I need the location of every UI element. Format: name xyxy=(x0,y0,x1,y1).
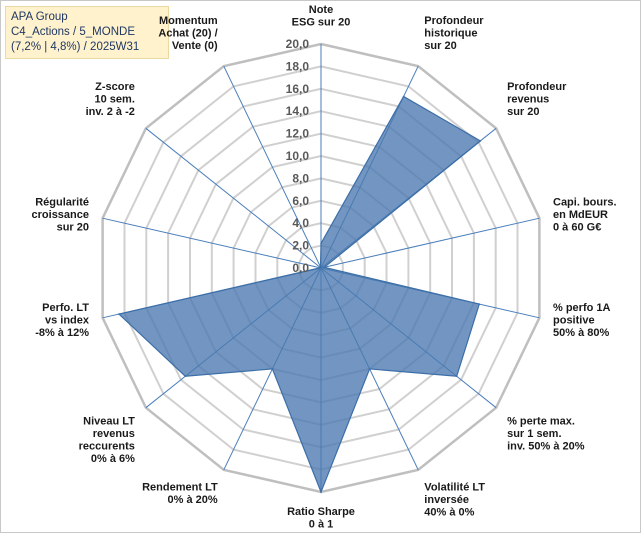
axis-label: % perte max. sur 1 sem. inv. 50% à 20% xyxy=(507,415,585,452)
tick-label: 6,0 xyxy=(292,194,309,208)
axis-spoke xyxy=(145,127,322,269)
security-info-box: APA Group C4_Actions / 5_MONDE (7,2% | 4… xyxy=(5,6,169,59)
tick-label: 4,0 xyxy=(292,216,309,230)
series-point xyxy=(320,491,322,493)
radar-series xyxy=(117,95,482,494)
tick-label: 10,0 xyxy=(286,149,310,163)
axis-spoke xyxy=(223,65,322,269)
security-period: (7,2% | 4,8%) / 2025W31 xyxy=(11,41,140,53)
radar-axis-labels: Note ESG sur 20 Profondeur historique sur 20… xyxy=(32,4,617,531)
series-point xyxy=(320,242,322,245)
series-point xyxy=(271,368,274,370)
axis-label: Rendement LT 0% à 20% xyxy=(142,481,218,506)
tick-label: 18,0 xyxy=(286,59,310,73)
tick-label: 0,0 xyxy=(292,261,309,275)
security-category: C4_Actions / 5_MONDE xyxy=(11,26,135,38)
axis-spoke xyxy=(102,217,322,269)
axis-label: Profondeur historique sur 20 xyxy=(424,15,484,52)
series-point xyxy=(478,303,481,305)
series-point xyxy=(118,313,120,315)
axis-label: Ratio Sharpe 0 à 1 xyxy=(287,506,355,531)
axis-label: Niveau LT revenus reccurents 0% à 6% xyxy=(79,415,136,465)
axis-label: Volatilité LT inversée 40% à 0% xyxy=(424,481,485,518)
axis-label: Note ESG sur 20 xyxy=(292,4,351,29)
security-name: APA Group xyxy=(11,11,68,23)
tick-label: 8,0 xyxy=(292,171,309,185)
axis-label: Régularité croissance sur 20 xyxy=(32,196,89,233)
tick-label: 2,0 xyxy=(292,239,309,253)
radar-tick-labels: 0,0 2,0 4,0 6,0 8,0 10,0 12,0 14,0 16,0 18,0 20,0 xyxy=(286,37,310,275)
axis-label: Perfo. LT vs index -8% à 12% xyxy=(35,302,90,339)
axis-label: Capi. bours. en MdEUR 0 à 60 G€ xyxy=(553,196,617,233)
axis-label: Profondeur revenus sur 20 xyxy=(507,81,567,118)
series-point xyxy=(368,368,371,370)
series-point xyxy=(455,375,458,378)
axis-spoke xyxy=(320,217,540,269)
axis-label: Z-score 10 sem. inv. 2 à -2 xyxy=(86,81,135,118)
series-point xyxy=(402,95,405,98)
tick-label: 12,0 xyxy=(286,127,310,141)
series-point xyxy=(319,266,322,268)
tick-label: 14,0 xyxy=(286,104,310,118)
axis-label: % perfo 1A positive 50% à 80% xyxy=(553,302,611,339)
tick-label: 20,0 xyxy=(286,37,310,51)
series-point xyxy=(184,375,187,378)
series-point xyxy=(479,140,482,142)
axis-label: Momentum Achat (20) / Vente (0) xyxy=(158,15,218,52)
tick-label: 16,0 xyxy=(286,82,310,96)
series-point xyxy=(323,266,326,269)
